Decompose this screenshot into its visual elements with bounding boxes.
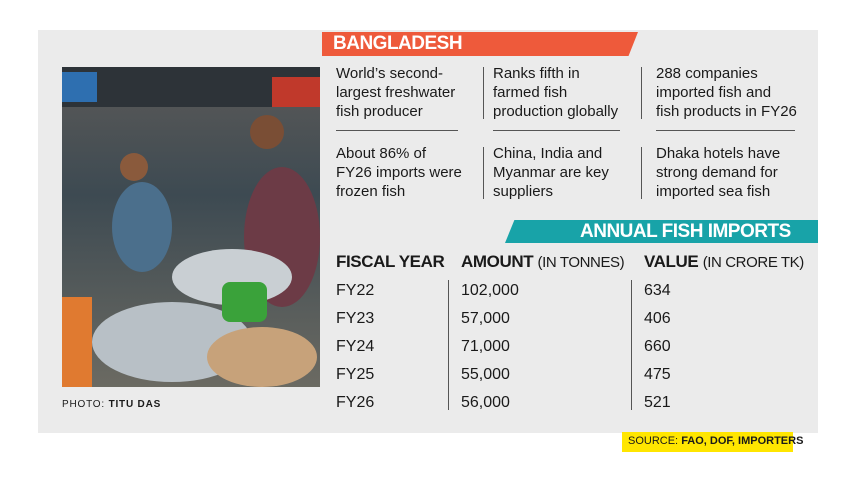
column-rule — [448, 280, 449, 410]
divider — [656, 130, 795, 131]
fact-line: imported sea fish — [656, 183, 771, 200]
separator — [483, 147, 484, 199]
section-title: ANNUAL FISH IMPORTS — [580, 221, 791, 242]
table-cell: 56,000 — [461, 394, 510, 411]
fact-line: fish producer — [336, 103, 423, 120]
source-label: SOURCE: — [628, 435, 679, 447]
divider — [493, 130, 620, 131]
table-cell: 102,000 — [461, 282, 519, 299]
table-cell: 57,000 — [461, 310, 510, 327]
table-cell: FY26 — [336, 394, 375, 411]
table-cell: 634 — [644, 282, 671, 299]
photo — [62, 67, 320, 387]
table-header: VALUE (IN CRORE TK) — [644, 252, 804, 272]
table-header: FISCAL YEAR — [336, 252, 445, 272]
table-cell: 406 — [644, 310, 671, 327]
fact-line: fish products in FY26 — [656, 103, 797, 120]
section-banner — [505, 220, 818, 243]
source: SOURCE: FAO, DOF, IMPORTERS — [628, 435, 803, 447]
fact-line: frozen fish — [336, 183, 406, 200]
credit-label: PHOTO: — [62, 399, 105, 410]
separator — [641, 67, 642, 119]
fact-line: largest freshwater — [336, 84, 456, 101]
table-header: AMOUNT (IN TONNES) — [461, 252, 625, 272]
header-unit: (IN TONNES) — [537, 254, 625, 271]
fact-line: Dhaka hotels have — [656, 145, 781, 162]
fact-line: farmed fish — [493, 84, 568, 101]
source-text: FAO, DOF, IMPORTERS — [681, 435, 804, 447]
table-cell: 660 — [644, 338, 671, 355]
fact-line: Ranks fifth in — [493, 65, 580, 82]
separator — [483, 67, 484, 119]
credit-name: TITU DAS — [108, 399, 162, 410]
table-cell: 55,000 — [461, 366, 510, 383]
fact-line: About 86% of — [336, 145, 427, 162]
header-unit: (IN CRORE TK) — [702, 254, 805, 271]
source-box — [622, 432, 793, 452]
header-label: AMOUNT — [461, 252, 534, 271]
banner — [322, 32, 638, 56]
table-cell: FY25 — [336, 366, 375, 383]
divider — [336, 130, 458, 131]
fact-line: World’s second- — [336, 65, 443, 82]
fact-line: China, India and — [493, 145, 603, 162]
header-label: FISCAL YEAR — [336, 252, 445, 271]
table-cell: 521 — [644, 394, 671, 411]
table-cell: FY23 — [336, 310, 375, 327]
photo-credit: PHOTO: TITU DAS — [62, 399, 161, 410]
fact-line: 288 companies — [656, 65, 758, 82]
fact-line: FY26 imports were — [336, 164, 462, 181]
header-label: VALUE — [644, 252, 699, 271]
separator — [641, 147, 642, 199]
fact-line: suppliers — [493, 183, 554, 200]
table-cell: FY22 — [336, 282, 375, 299]
fact-line: production globally — [493, 103, 619, 120]
column-rule — [631, 280, 632, 410]
fact-line: imported fish and — [656, 84, 772, 101]
table-cell: 71,000 — [461, 338, 510, 355]
table-cell: 475 — [644, 366, 671, 383]
fact-line: strong demand for — [656, 164, 778, 181]
fact-line: Myanmar are key — [493, 164, 609, 181]
table-cell: FY24 — [336, 338, 375, 355]
banner-title: BANGLADESH — [333, 33, 463, 54]
